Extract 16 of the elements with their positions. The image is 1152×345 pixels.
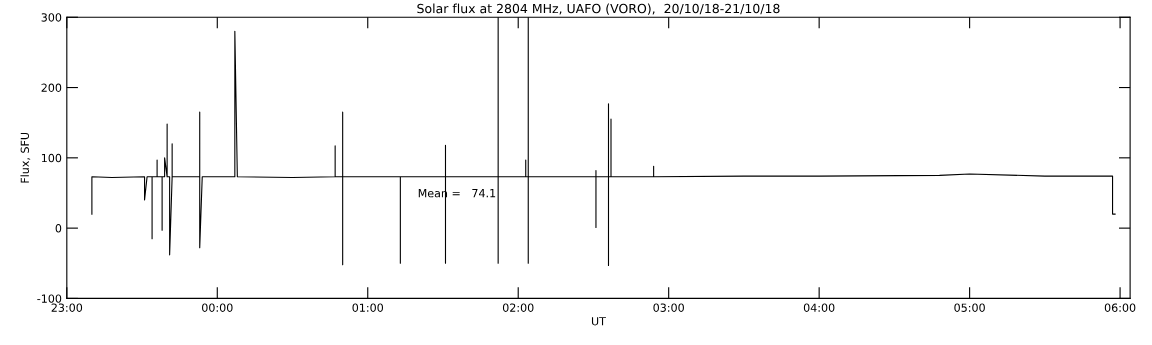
x-tick-label: 06:00 — [1104, 303, 1136, 312]
y-tick-label: 200 — [41, 83, 62, 92]
x-tick-label: 02:00 — [502, 303, 534, 312]
y-tick-label: 0 — [55, 224, 62, 233]
chart-title: Solar flux at 2804 MHz, UAFO (VORO), 20/10/18-21/10/18 — [417, 3, 780, 15]
x-tick-label: 00:00 — [202, 303, 233, 312]
x-axis-title: UT — [591, 317, 606, 326]
y-tick-label: -100 — [37, 294, 62, 303]
y-tick-label: 300 — [41, 13, 62, 22]
x-tick-label: 23:00 — [51, 303, 83, 312]
x-tick-label: 05:00 — [954, 303, 985, 312]
x-tick-label: 03:00 — [653, 303, 684, 312]
x-tick-label: 04:00 — [803, 303, 835, 312]
x-tick-label: 01:00 — [352, 303, 384, 312]
y-axis-title: Flux, SFU — [20, 132, 31, 183]
y-tick-label: 100 — [41, 153, 62, 163]
